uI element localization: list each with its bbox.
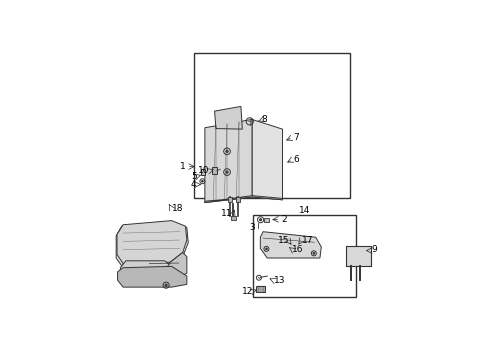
Circle shape (225, 171, 228, 173)
Text: 7: 7 (293, 133, 299, 142)
Text: 16: 16 (292, 245, 303, 254)
Text: 11: 11 (221, 209, 232, 218)
Bar (253, 215, 355, 297)
Bar (193, 53, 350, 198)
Polygon shape (251, 120, 282, 200)
Circle shape (265, 248, 267, 250)
Polygon shape (260, 232, 321, 258)
Text: 4: 4 (190, 180, 196, 189)
Circle shape (164, 284, 167, 286)
Circle shape (312, 252, 314, 254)
Text: 9: 9 (370, 245, 376, 254)
Text: 5: 5 (190, 172, 196, 181)
Bar (201, 169, 205, 175)
Text: 8: 8 (261, 115, 267, 124)
Polygon shape (159, 252, 186, 280)
Polygon shape (204, 120, 251, 203)
Text: 17: 17 (301, 235, 313, 244)
Polygon shape (116, 222, 188, 268)
Bar (227, 197, 232, 202)
Text: 6: 6 (293, 155, 299, 164)
Polygon shape (214, 107, 242, 129)
Bar (264, 218, 268, 222)
Text: 1: 1 (180, 162, 185, 171)
Polygon shape (120, 261, 171, 280)
Text: 2: 2 (281, 215, 286, 224)
Text: 14: 14 (298, 206, 310, 215)
Circle shape (225, 150, 228, 152)
Polygon shape (117, 266, 186, 287)
Circle shape (259, 219, 261, 221)
Text: 12: 12 (242, 287, 253, 296)
Bar (346, 246, 370, 266)
Text: 3: 3 (248, 223, 254, 232)
Text: 13: 13 (274, 276, 285, 285)
Polygon shape (117, 221, 186, 264)
Bar (230, 216, 236, 220)
Polygon shape (204, 195, 282, 203)
Text: 18: 18 (171, 204, 183, 213)
Text: 15: 15 (277, 235, 289, 244)
Bar (235, 197, 240, 202)
Circle shape (201, 180, 203, 182)
Bar (211, 167, 216, 174)
Bar (256, 286, 264, 292)
Text: 10: 10 (197, 166, 208, 175)
